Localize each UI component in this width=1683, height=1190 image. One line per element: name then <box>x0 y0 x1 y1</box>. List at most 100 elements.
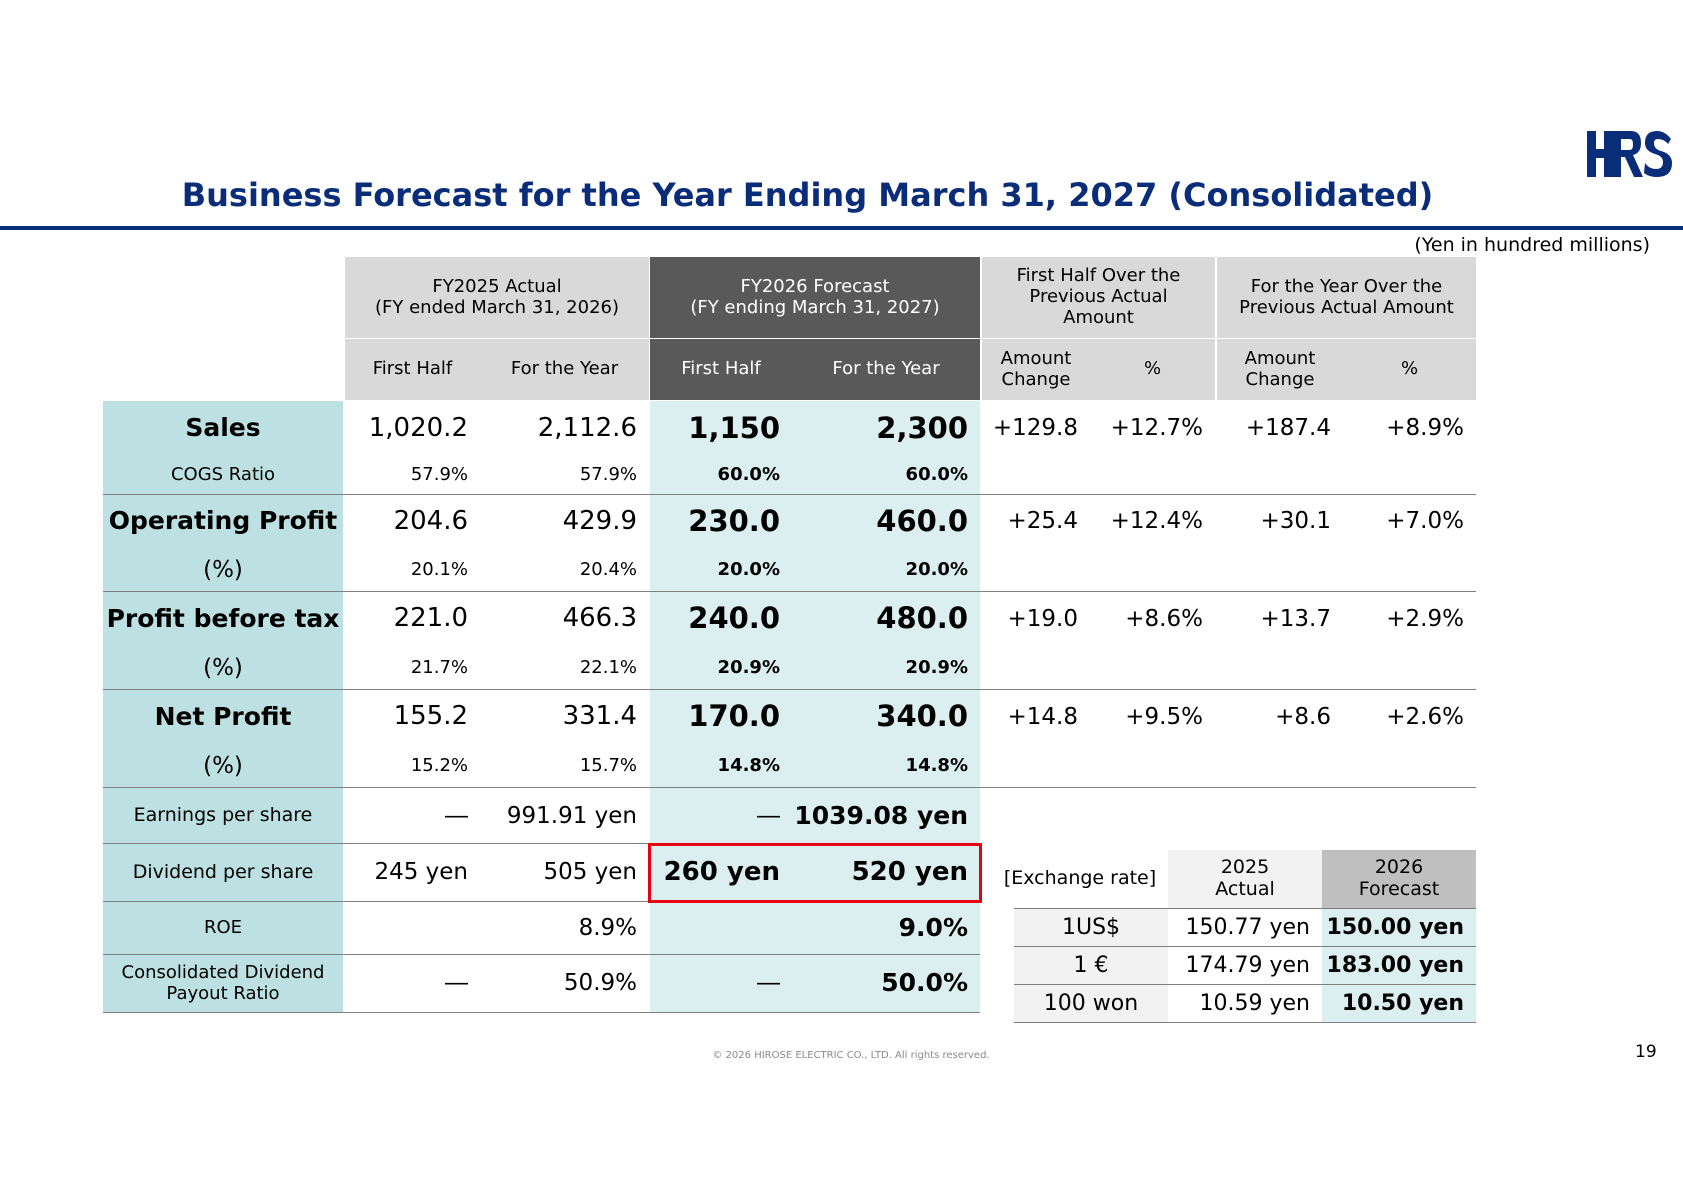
copyright-footer: © 2026 HIROSE ELECTRIC CO., LTD. All rig… <box>712 1050 990 1061</box>
row-label-np-pct: (%) <box>203 752 243 779</box>
exchange-col-actual-line2: Actual <box>1215 878 1275 900</box>
row-label-cogs: COGS Ratio <box>170 463 276 485</box>
pbt-pct-actual-first-half: 21.7% <box>410 656 468 678</box>
sales-actual-year: 2,112.6 <box>537 412 637 443</box>
header-y-change: Change <box>1245 368 1315 390</box>
row-label-eps: Earnings per share <box>133 804 313 827</box>
np-pct-actual-year: 15.7% <box>579 754 637 776</box>
np-pct-forecast-first-half: 14.8% <box>717 754 780 776</box>
row-label-net-profit: Net Profit <box>154 701 292 731</box>
row-label-pbt-pct: (%) <box>203 654 243 681</box>
exchange-col-forecast-line2: Forecast <box>1358 878 1440 900</box>
divider-after-pbt <box>103 689 1476 690</box>
op-actual-first-half: 204.6 <box>393 505 468 536</box>
exchange-row-eur-actual: 174.79 yen <box>1185 952 1310 978</box>
header-h-amount-change: Amount Change <box>982 339 1090 400</box>
row-label-sales: Sales <box>185 413 261 443</box>
dps-forecast-year: 520 yen <box>851 856 968 887</box>
np-forecast-first-half: 170.0 <box>688 699 780 734</box>
exchange-rate-label: [Exchange rate] <box>1003 867 1157 890</box>
header-h-percent: % <box>1090 339 1215 400</box>
pbt-actual-year: 466.3 <box>562 603 637 634</box>
hrs-logo <box>1587 131 1672 177</box>
pbt-pct-actual-year: 22.1% <box>579 656 637 678</box>
dividend-forecast-highlight <box>648 843 982 903</box>
divider-after-cogs <box>103 494 1476 495</box>
exchange-divider-2 <box>1014 984 1476 985</box>
np-pct-forecast-year: 14.8% <box>905 754 968 776</box>
exchange-row-usd-forecast: 150.00 yen <box>1322 909 1476 946</box>
header-fho-line2: Previous Actual <box>1029 286 1168 308</box>
sales-actual-first-half: 1,020.2 <box>368 412 468 443</box>
row-label-payout-ratio: Consolidated Dividend Payout Ratio <box>103 955 343 1012</box>
header-fy2025-actual: FY2025 Actual (FY ended March 31, 2026) <box>345 257 649 338</box>
payout-actual-first-half: ― <box>445 970 468 997</box>
row-label-profit-before-tax: Profit before tax <box>106 603 340 633</box>
header-fy2026-forecast: FY2026 Forecast (FY ending March 31, 202… <box>650 257 980 338</box>
header-h-change: Change <box>1001 368 1071 390</box>
header-year-over: For the Year Over the Previous Actual Am… <box>1217 257 1476 338</box>
title-underline <box>0 226 1683 230</box>
pbt-pct-forecast-first-half: 20.9% <box>717 656 780 678</box>
op-year-amount-change: +30.1 <box>1260 508 1331 535</box>
header-yo-line1: For the Year Over the <box>1250 275 1443 297</box>
dps-forecast-first-half: 260 yen <box>663 856 780 887</box>
payout-label-line2: Payout Ratio <box>166 982 280 1004</box>
header-yo-line2: Previous Actual Amount <box>1239 296 1454 318</box>
exchange-row-usd-actual: 150.77 yen <box>1185 914 1310 940</box>
header-fho-line3: Amount <box>1063 306 1134 328</box>
row-label-roe: ROE <box>203 916 243 938</box>
payout-forecast-year: 50.0% <box>881 968 968 998</box>
payout-actual-year: 50.9% <box>563 970 637 997</box>
payout-forecast-first-half: ― <box>757 970 780 997</box>
np-h1-percent: +9.5% <box>1125 703 1203 730</box>
exchange-bottom-border <box>1014 1022 1476 1023</box>
pbt-actual-first-half: 221.0 <box>393 603 468 634</box>
cogs-actual-year: 57.9% <box>579 463 637 485</box>
np-h1-amount-change: +14.8 <box>1007 703 1078 730</box>
sales-h1-amount-change: +129.8 <box>992 415 1078 442</box>
exchange-row-krw-currency: 100 won <box>1014 985 1168 1022</box>
exchange-col-forecast: 2026 Forecast <box>1322 850 1476 908</box>
exchange-col-actual-line1: 2025 <box>1220 856 1270 879</box>
header-fho-line1: First Half Over the <box>1016 265 1181 287</box>
label-column <box>103 401 343 1012</box>
pbt-year-amount-change: +13.7 <box>1260 605 1331 632</box>
roe-actual-year: 8.9% <box>578 914 637 941</box>
header-fy2025-line2: (FY ended March 31, 2026) <box>375 296 619 318</box>
row-label-op-pct: (%) <box>203 556 243 583</box>
op-h1-amount-change: +25.4 <box>1007 508 1078 535</box>
dps-actual-year: 505 yen <box>543 859 637 886</box>
op-pct-forecast-year: 20.0% <box>905 558 968 580</box>
op-actual-year: 429.9 <box>562 505 637 536</box>
row-label-dps: Dividend per share <box>132 860 314 883</box>
op-year-percent: +7.0% <box>1386 508 1464 535</box>
header-first-half-over: First Half Over the Previous Actual Amou… <box>982 257 1215 338</box>
pbt-forecast-year: 480.0 <box>876 601 968 636</box>
cogs-forecast-year: 60.0% <box>905 463 968 485</box>
page-number: 19 <box>1635 1042 1657 1062</box>
sales-h1-percent: +12.7% <box>1110 415 1203 442</box>
header-y-amount: Amount <box>1244 347 1316 369</box>
op-forecast-first-half: 230.0 <box>688 503 780 538</box>
cogs-actual-first-half: 57.9% <box>410 463 468 485</box>
exchange-col-forecast-line1: 2026 <box>1374 856 1424 879</box>
header-a-first-half: First Half <box>345 339 480 400</box>
exchange-row-krw-actual: 10.59 yen <box>1199 990 1310 1016</box>
divider-after-dps <box>103 901 648 902</box>
unit-note: (Yen in hundred millions) <box>1414 234 1650 256</box>
divider-after-eps <box>103 843 980 844</box>
cogs-forecast-first-half: 60.0% <box>717 463 780 485</box>
sales-year-amount-change: +187.4 <box>1245 415 1331 442</box>
sales-forecast-first-half: 1,150 <box>688 410 780 445</box>
np-year-amount-change: +8.6 <box>1275 703 1331 730</box>
eps-forecast-first-half: ― <box>757 802 780 829</box>
page-title: Business Forecast for the Year Ending Ma… <box>181 176 1434 214</box>
op-pct-actual-first-half: 20.1% <box>410 558 468 580</box>
table-bottom-border <box>103 1012 980 1013</box>
header-fy2026-line1: FY2026 Forecast <box>740 275 890 297</box>
header-y-amount-change: Amount Change <box>1217 339 1343 400</box>
header-y-percent: % <box>1343 339 1476 400</box>
sales-year-percent: +8.9% <box>1386 415 1464 442</box>
exchange-top-border <box>1014 908 1476 909</box>
